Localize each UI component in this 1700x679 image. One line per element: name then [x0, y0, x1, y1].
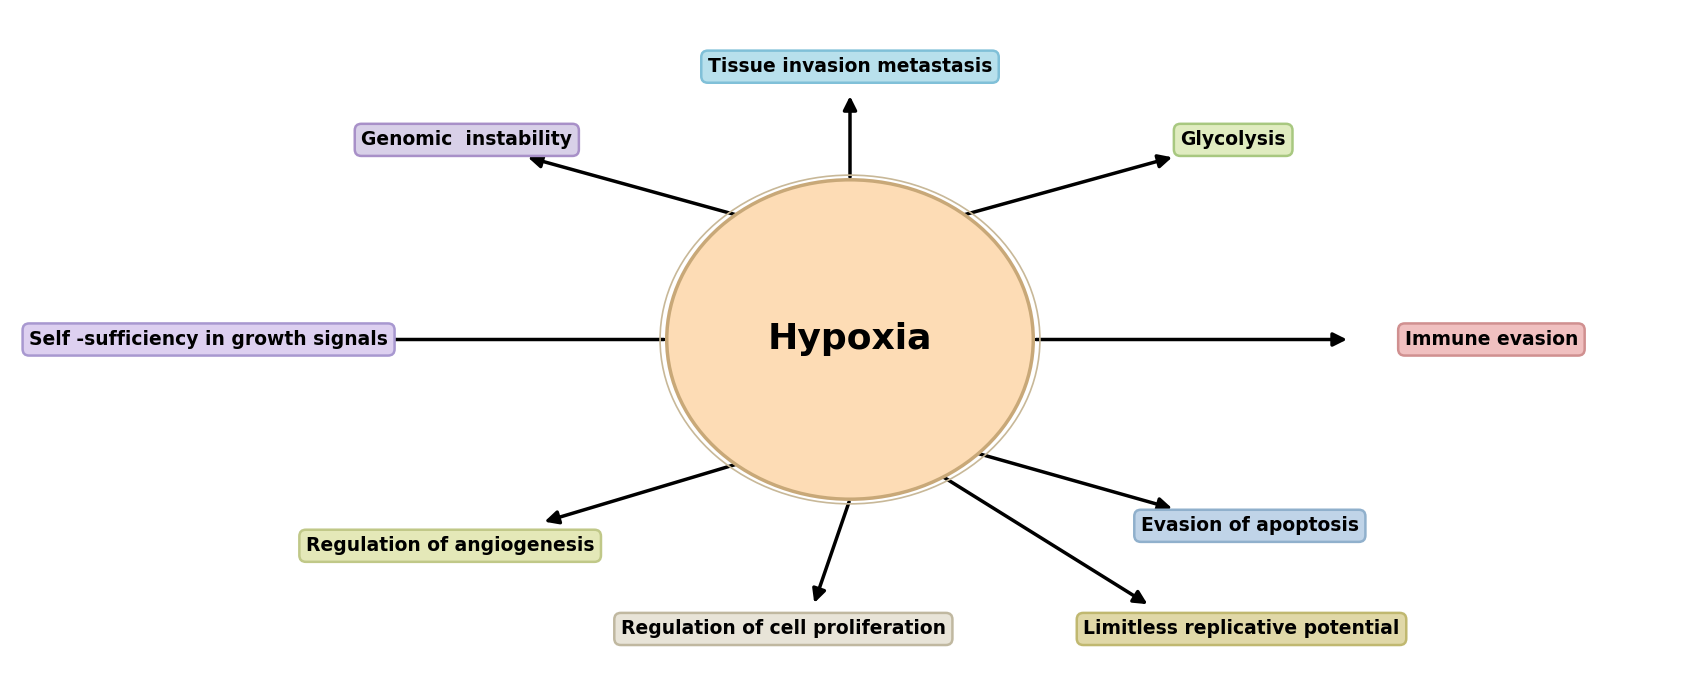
Text: Genomic  instability: Genomic instability — [362, 130, 573, 149]
Text: Evasion of apoptosis: Evasion of apoptosis — [1141, 516, 1358, 535]
Text: Tissue invasion metastasis: Tissue invasion metastasis — [707, 57, 993, 76]
Text: Regulation of angiogenesis: Regulation of angiogenesis — [306, 536, 595, 555]
Text: Limitless replicative potential: Limitless replicative potential — [1083, 619, 1399, 638]
Text: Regulation of cell proliferation: Regulation of cell proliferation — [620, 619, 945, 638]
Text: Hypoxia: Hypoxia — [768, 323, 932, 356]
Text: Immune evasion: Immune evasion — [1404, 330, 1578, 349]
Text: Self -sufficiency in growth signals: Self -sufficiency in growth signals — [29, 330, 388, 349]
Text: Glycolysis: Glycolysis — [1180, 130, 1285, 149]
Ellipse shape — [666, 180, 1034, 499]
